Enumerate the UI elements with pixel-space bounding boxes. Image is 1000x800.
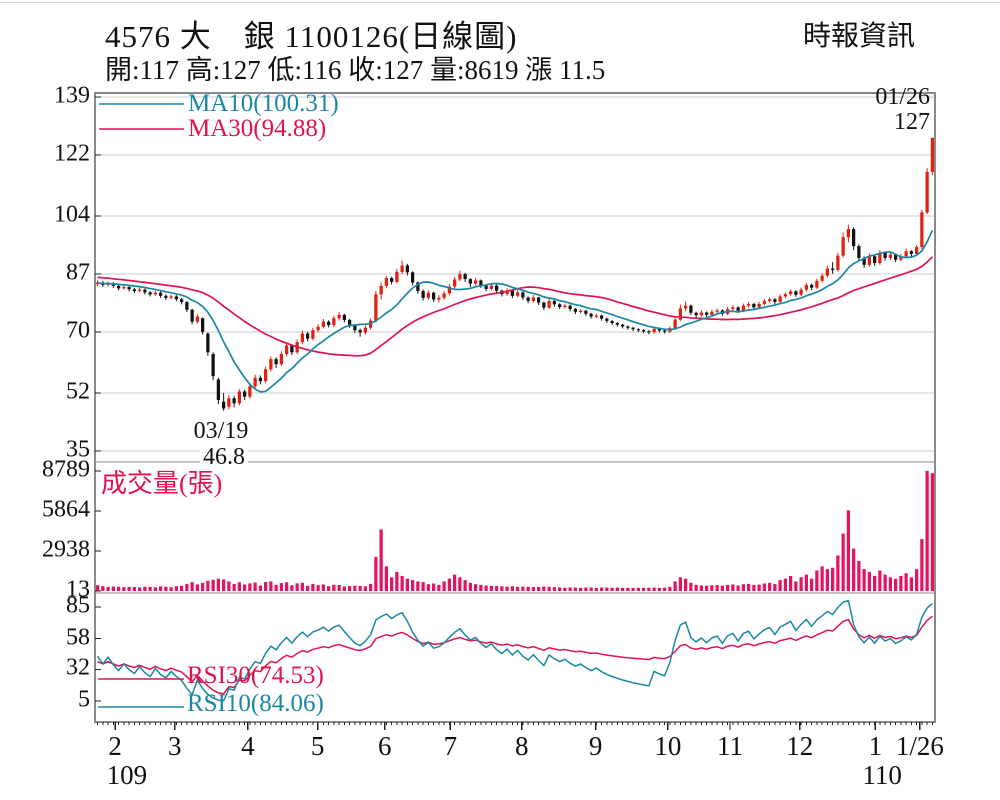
x-axis-month-label: 1 — [868, 731, 883, 761]
x-axis-month-label: 5 — [310, 731, 325, 761]
chart-borders — [94, 92, 936, 723]
x-axis-month-label: 11 — [717, 731, 744, 761]
x-axis-month-label: 8 — [514, 731, 529, 761]
x-axis-month-label: 12 — [786, 731, 814, 761]
price-y-tick-label: 87 — [66, 259, 90, 286]
annotation-low-value: 46.8 — [200, 444, 248, 471]
price-y-tick-label: 139 — [54, 82, 90, 109]
legend-volume: 成交量(張) — [101, 469, 223, 498]
x-axis-month-label: 1/26 — [895, 731, 944, 761]
price-y-tick-label: 122 — [54, 140, 90, 167]
x-axis-month-label: 9 — [588, 731, 603, 761]
price-y-tick-label: 104 — [54, 201, 90, 228]
price-y-tick-label: 52 — [66, 378, 90, 405]
x-axis-month-label: 2 — [108, 731, 122, 761]
axis-ticks — [95, 96, 933, 730]
data-source-label: 時報資訊 — [803, 21, 916, 52]
ma30-line — [97, 256, 934, 357]
rsi-y-tick-label: 5 — [78, 686, 90, 713]
price-y-tick-label: 70 — [66, 317, 90, 344]
legend-ma30: MA30(94.88) — [188, 115, 327, 142]
rsi-y-tick-label: 58 — [66, 624, 90, 651]
legend-rsi10: RSI10(84.06) — [187, 690, 324, 717]
volume-y-tick-label: 2938 — [42, 536, 90, 563]
x-axis-month-label: 10 — [654, 731, 682, 761]
volume-y-tick-label: 8789 — [42, 456, 90, 483]
ma10-line — [97, 229, 934, 393]
x-axis-month-label: 4 — [241, 731, 255, 761]
ma10-line — [97, 229, 934, 393]
legend-swatches — [98, 103, 184, 708]
price-y-tick-label: 35 — [66, 436, 90, 463]
top-divider — [0, 2, 1000, 3]
annotation-low-date: 03/19 — [193, 418, 249, 444]
x-axis-month-label: 6 — [378, 731, 392, 761]
volume-y-tick-label: 5864 — [42, 496, 90, 523]
x-axis-year-label: 109 — [106, 760, 148, 790]
annotation-high-value: 127 — [894, 109, 930, 135]
page-title: 4576 大 銀 1100126(日線圖) — [105, 19, 518, 54]
volume-bars — [95, 470, 935, 591]
annotation-high-date: 01/26 — [875, 84, 930, 110]
legend-ma10: MA10(100.31) — [188, 90, 339, 117]
rsi10-line — [96, 599, 933, 702]
volume-y-tick-label: 13 — [66, 576, 90, 603]
price-gridlines — [95, 96, 935, 452]
legend-rsi30: RSI30(74.53) — [187, 662, 324, 689]
x-axis-month-label: 7 — [443, 731, 458, 761]
rsi-y-tick-label: 85 — [66, 592, 90, 619]
quote-summary: 開:117 高:127 低:116 收:127 量:8619 漲 11.5 — [105, 55, 606, 85]
rsi-y-tick-label: 32 — [66, 654, 90, 681]
x-axis-month-label: 3 — [168, 731, 182, 761]
rsi10-curve — [96, 599, 933, 702]
ma30-line — [97, 256, 934, 357]
x-axis-year-label: 110 — [862, 760, 902, 790]
